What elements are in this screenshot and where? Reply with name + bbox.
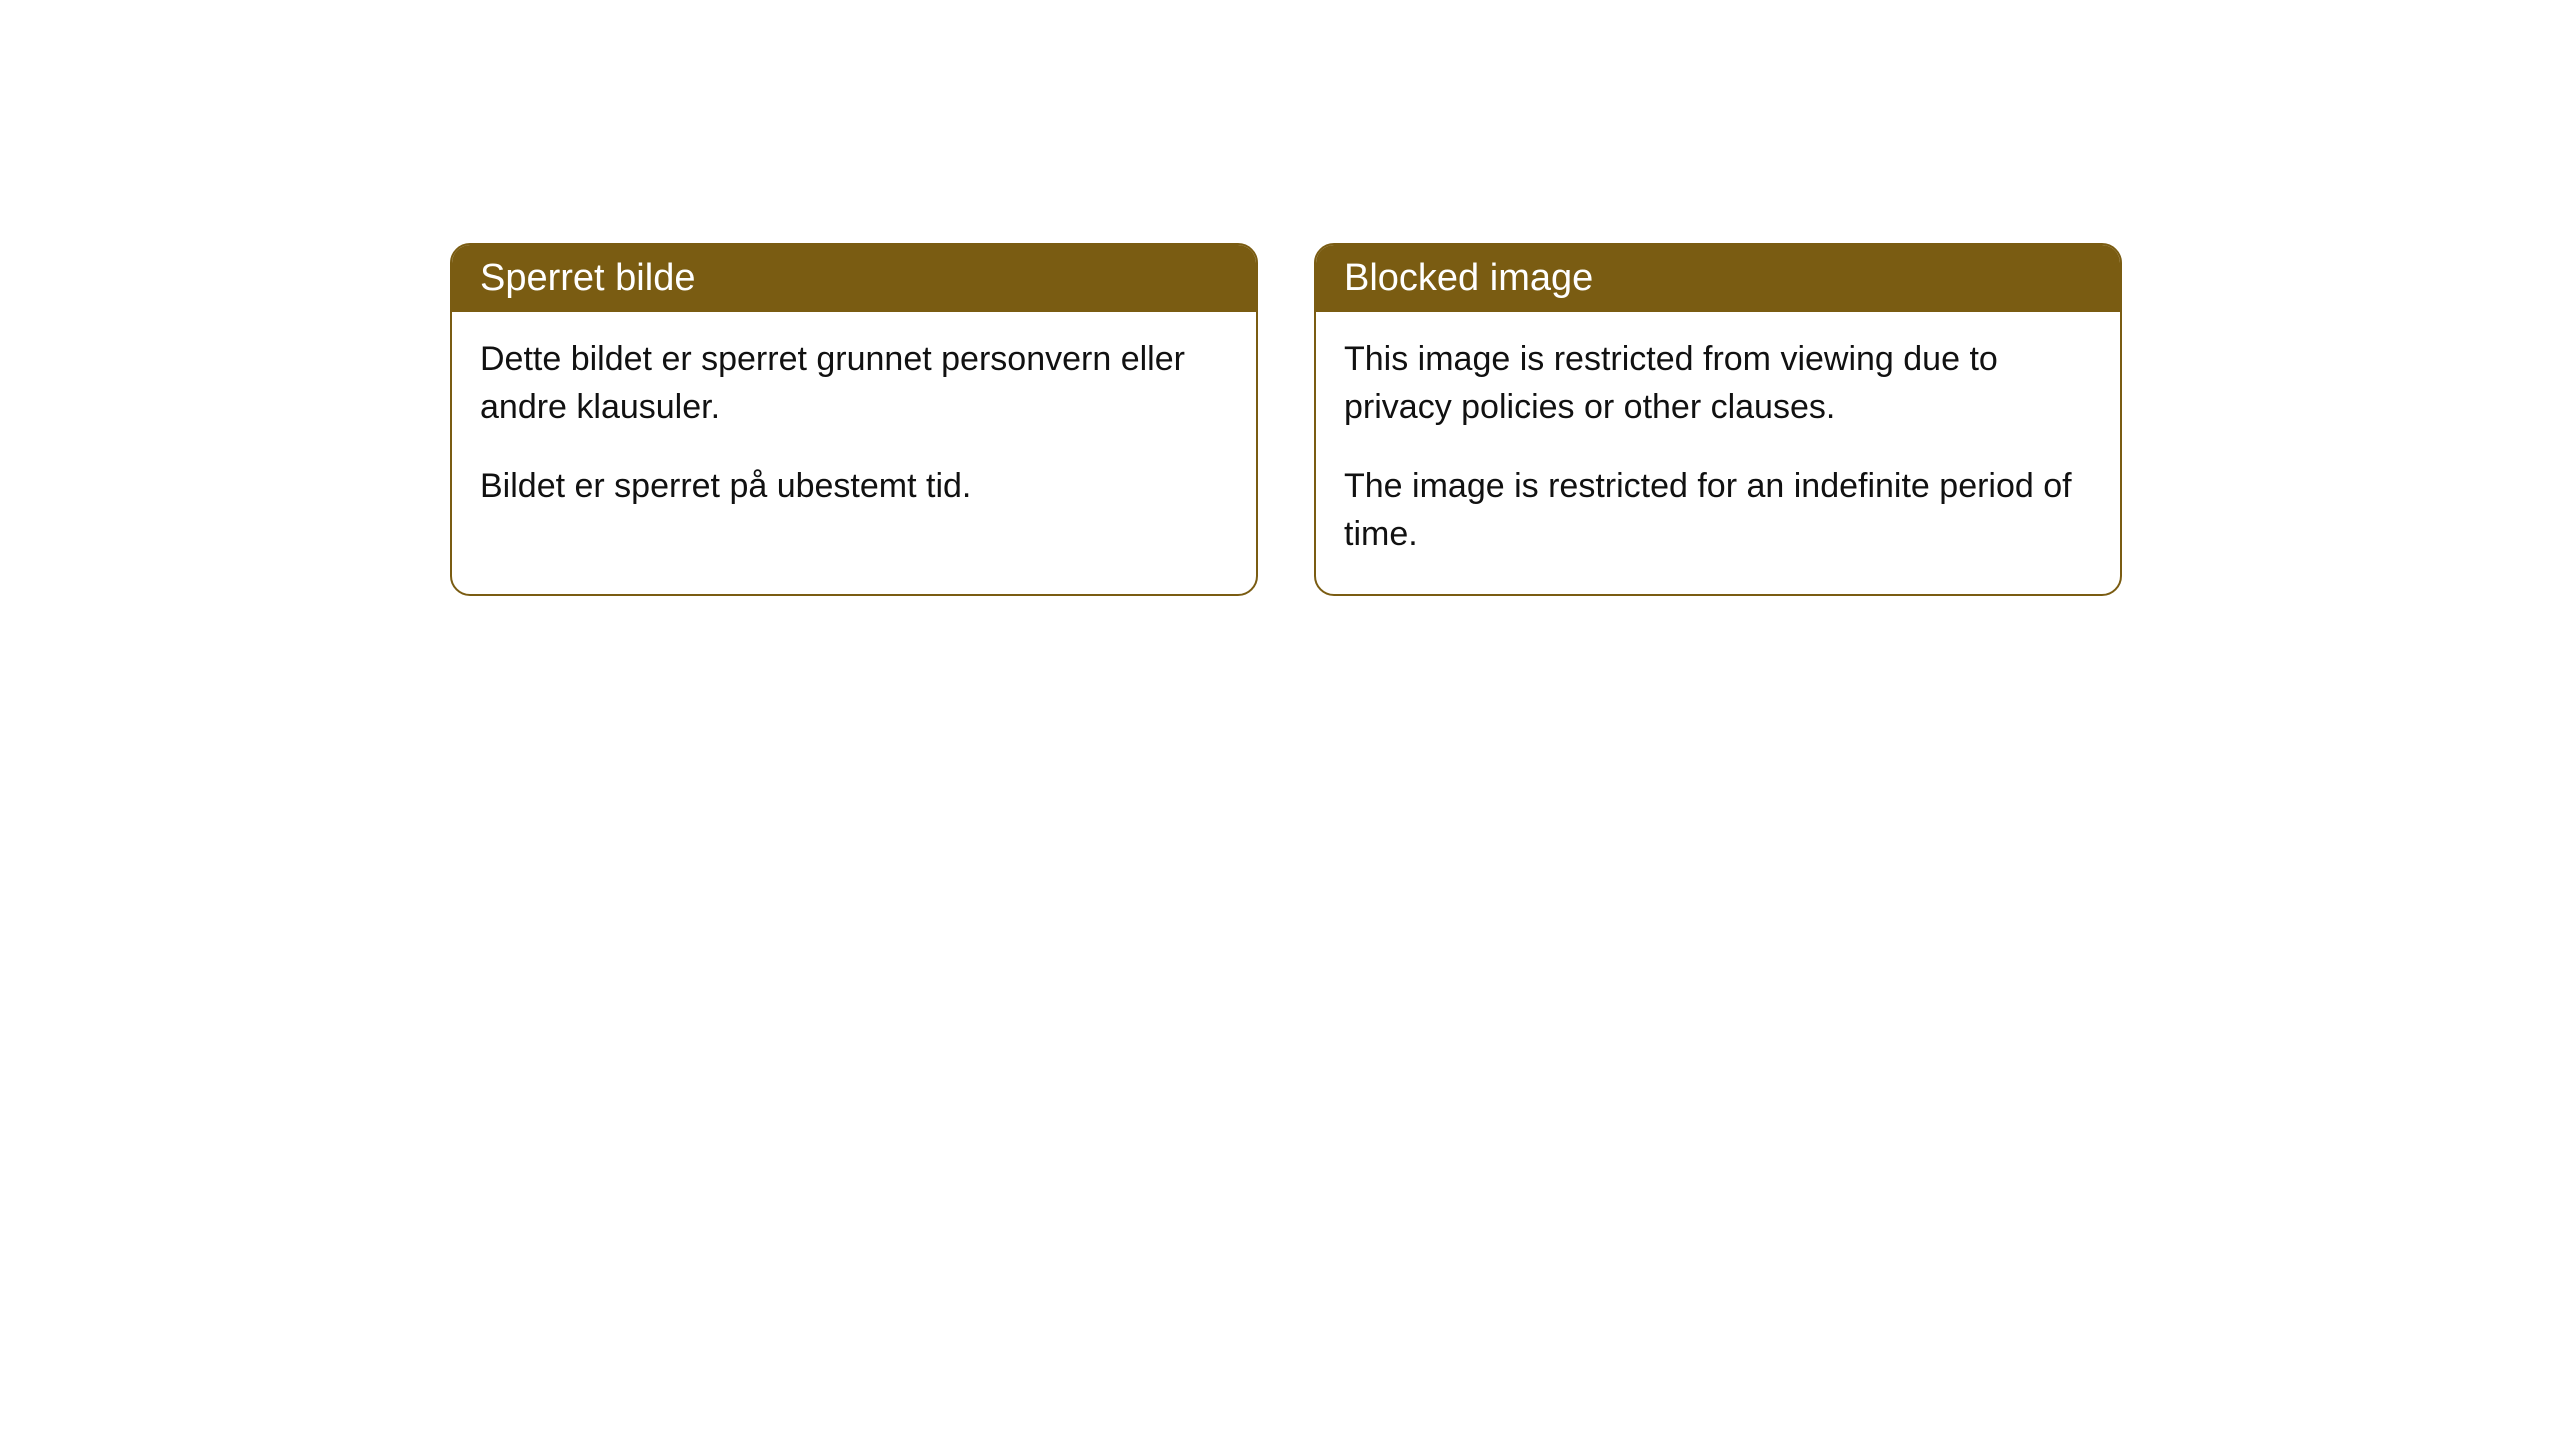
blocked-image-card-english: Blocked image This image is restricted f… xyxy=(1314,243,2122,596)
blocked-image-card-norwegian: Sperret bilde Dette bildet er sperret gr… xyxy=(450,243,1258,596)
card-body: This image is restricted from viewing du… xyxy=(1316,312,2120,594)
card-paragraph: Bildet er sperret på ubestemt tid. xyxy=(480,463,1228,511)
card-paragraph: Dette bildet er sperret grunnet personve… xyxy=(480,336,1228,431)
card-title: Blocked image xyxy=(1344,257,1593,299)
card-header: Sperret bilde xyxy=(452,245,1256,312)
card-body: Dette bildet er sperret grunnet personve… xyxy=(452,312,1256,547)
card-paragraph: The image is restricted for an indefinit… xyxy=(1344,463,2092,558)
card-header: Blocked image xyxy=(1316,245,2120,312)
card-paragraph: This image is restricted from viewing du… xyxy=(1344,336,2092,431)
card-title: Sperret bilde xyxy=(480,257,695,299)
info-cards-container: Sperret bilde Dette bildet er sperret gr… xyxy=(450,243,2122,596)
